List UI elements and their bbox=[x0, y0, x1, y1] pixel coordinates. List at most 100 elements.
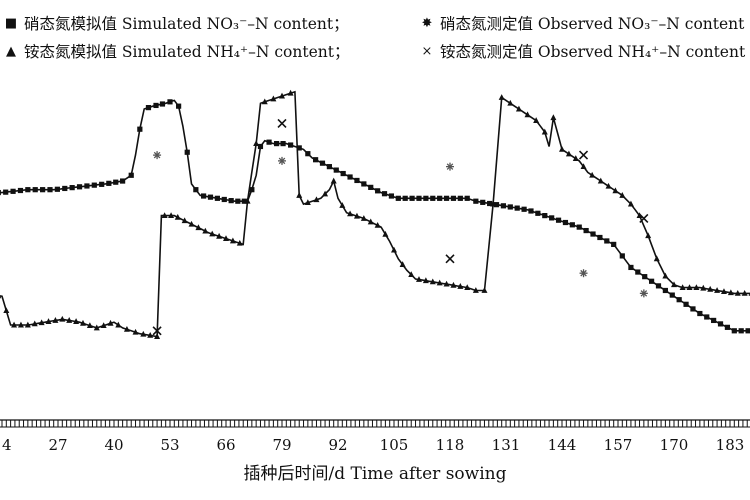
triangle-marker bbox=[115, 321, 122, 328]
square-marker bbox=[402, 195, 408, 201]
asterisk-marker bbox=[153, 151, 162, 160]
square-marker bbox=[590, 231, 596, 237]
square-marker bbox=[326, 164, 332, 170]
triangle-marker bbox=[550, 114, 557, 121]
triangle-marker bbox=[481, 287, 488, 293]
square-marker bbox=[528, 208, 534, 214]
x-tick-label: 105 bbox=[380, 436, 409, 454]
square-marker bbox=[738, 328, 744, 334]
square-marker bbox=[106, 180, 112, 186]
square-marker bbox=[228, 198, 234, 204]
square-marker bbox=[642, 274, 648, 280]
triangle-marker bbox=[100, 322, 107, 329]
square-marker bbox=[25, 187, 31, 193]
triangle-marker bbox=[304, 199, 311, 206]
square-marker bbox=[450, 195, 457, 201]
legend-label-simulated-nitrate: 硝态氮模拟值 Simulated NO₃⁻–N content； bbox=[24, 15, 349, 33]
square-marker bbox=[319, 160, 326, 166]
triangle-marker bbox=[612, 187, 619, 194]
square-marker bbox=[697, 310, 703, 317]
x-tick-label: 131 bbox=[492, 436, 521, 454]
square-marker bbox=[473, 198, 479, 204]
triangle-marker bbox=[515, 105, 522, 112]
triangle-marker bbox=[59, 315, 66, 322]
triangle-marker bbox=[391, 246, 397, 253]
triangle-marker bbox=[720, 288, 727, 295]
x-marker bbox=[277, 118, 287, 129]
legend-label-observed-nitrate: 硝态氮测定值 Observed NO₃⁻–N content bbox=[440, 15, 745, 33]
triangle-marker bbox=[347, 210, 354, 217]
square-marker bbox=[535, 210, 541, 216]
triangle-marker bbox=[132, 328, 139, 335]
square-marker bbox=[176, 103, 182, 109]
triangle-marker bbox=[296, 192, 303, 198]
square-marker bbox=[724, 324, 731, 330]
triangle-marker bbox=[86, 322, 93, 329]
x-marker bbox=[578, 150, 589, 160]
square-marker bbox=[347, 174, 353, 180]
triangle-marker bbox=[353, 212, 360, 219]
plot-lines bbox=[0, 90, 750, 338]
triangle-marker bbox=[174, 213, 181, 220]
square-marker bbox=[368, 184, 374, 190]
triangle-marker bbox=[330, 177, 337, 184]
square-marker bbox=[628, 264, 634, 271]
x-tick-label: 40 bbox=[104, 436, 123, 454]
square-marker bbox=[241, 198, 247, 204]
triangle-marker bbox=[605, 182, 612, 189]
square-marker bbox=[193, 187, 199, 193]
triangle-marker bbox=[168, 212, 175, 218]
triangle-marker bbox=[367, 218, 374, 225]
triangle-marker bbox=[727, 289, 734, 296]
triangle-marker bbox=[3, 307, 10, 314]
triangle-marker bbox=[498, 94, 505, 100]
square-marker bbox=[153, 102, 159, 109]
square-marker bbox=[381, 191, 388, 197]
triangle-marker bbox=[188, 220, 195, 227]
triangle-marker bbox=[236, 239, 243, 246]
square-marker bbox=[464, 195, 470, 201]
square-marker bbox=[487, 200, 493, 207]
square-marker bbox=[10, 188, 16, 194]
square-marker bbox=[423, 195, 429, 201]
legend-item-simulated-nitrate: ■ 硝态氮模拟值 Simulated NO₃⁻–N content； bbox=[4, 12, 349, 34]
triangle-marker bbox=[408, 271, 415, 278]
asterisk-marker bbox=[278, 156, 286, 165]
triangle-marker bbox=[279, 92, 285, 99]
square-marker bbox=[274, 141, 280, 147]
triangle-marker bbox=[216, 232, 223, 239]
square-marker bbox=[32, 187, 38, 193]
square-marker bbox=[521, 206, 527, 212]
triangle-marker bbox=[161, 212, 168, 218]
triangle-marker bbox=[443, 280, 450, 287]
square-marker bbox=[549, 215, 555, 221]
square-marker bbox=[361, 181, 367, 187]
triangle-marker bbox=[24, 321, 31, 328]
x-axis: 14 27 40 53 66 79 92 105 118 131 144 157 170 183 bbox=[0, 419, 750, 454]
triangle-marker bbox=[707, 285, 714, 292]
observed-markers-2 bbox=[153, 151, 648, 298]
square-marker bbox=[375, 188, 381, 194]
triangle-marker bbox=[123, 325, 130, 332]
triangle-marker bbox=[589, 171, 596, 178]
legend-x-icon: × bbox=[421, 43, 433, 59]
x-tick-label: 144 bbox=[548, 436, 577, 454]
triangle-marker bbox=[457, 283, 464, 289]
legend: ■ 硝态氮模拟值 Simulated NO₃⁻–N content； ✸ 硝态氮… bbox=[0, 0, 750, 70]
square-marker bbox=[555, 217, 562, 223]
square-marker bbox=[409, 195, 415, 201]
square-marker bbox=[604, 238, 610, 244]
triangle-marker bbox=[524, 111, 531, 118]
square-marker bbox=[542, 213, 548, 219]
x-tick-label: 170 bbox=[660, 436, 689, 454]
triangle-marker bbox=[140, 330, 147, 337]
triangle-marker bbox=[107, 319, 114, 326]
triangle-marker bbox=[313, 196, 320, 203]
triangle-marker bbox=[0, 295, 2, 299]
x-tick-label: 118 bbox=[436, 436, 465, 454]
square-marker bbox=[305, 151, 311, 157]
square-marker bbox=[514, 205, 520, 211]
square-marker bbox=[159, 101, 166, 107]
triangle-marker bbox=[322, 190, 329, 197]
square-marker bbox=[676, 297, 682, 303]
